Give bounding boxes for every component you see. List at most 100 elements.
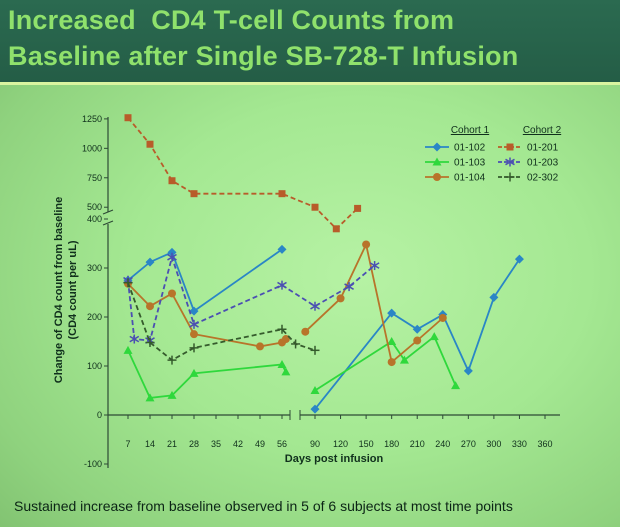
data-point-01-102	[145, 257, 155, 267]
chart-legend: Cohort 1 Cohort 2 01-102 01-103 01-104 01-201…	[425, 125, 562, 184]
y-axis-break-mark	[102, 220, 114, 226]
data-point-01-103	[387, 337, 397, 345]
x-tick-label: 28	[189, 439, 199, 449]
legend-marker-01-103	[432, 157, 442, 166]
data-point-02-302	[310, 345, 320, 355]
data-point-01-104	[362, 240, 371, 249]
legend-label-02-302: 02-302	[527, 173, 559, 184]
legend-entry-01-102: 01-102	[425, 142, 486, 154]
legend-cohort2-heading: Cohort 2	[523, 125, 562, 136]
footnote: Sustained increase from baseline observe…	[14, 498, 513, 514]
data-point-01-103	[281, 367, 291, 376]
data-point-01-201	[124, 114, 132, 122]
legend-entry-01-201: 01-201	[498, 143, 559, 154]
chart-axes: -100 0 100 200 300 400 500 750 1000 1250 7 14 21 28 35…	[53, 114, 560, 469]
data-point-01-201	[311, 203, 319, 211]
data-point-01-104	[336, 294, 345, 303]
y-axis-title-line1: Change of CD4 count from baseline	[53, 197, 65, 383]
series-line-01-203	[127, 254, 376, 342]
chart-series	[123, 114, 524, 414]
y-axis-break-mark	[102, 209, 114, 215]
data-point-01-103	[277, 360, 287, 369]
data-point-01-104	[168, 289, 176, 298]
data-point-02-302	[123, 278, 133, 288]
slide-title: Increased CD4 T-cell Counts from Baselin…	[8, 2, 613, 74]
y-tick-label: 750	[87, 173, 102, 183]
legend-entry-01-203: 01-203	[498, 157, 559, 169]
legend-label-01-201: 01-201	[527, 143, 559, 154]
data-point-01-203	[344, 282, 354, 292]
data-point-01-103	[429, 332, 439, 341]
x-tick-label: 35	[211, 439, 221, 449]
data-point-01-102	[310, 404, 320, 414]
data-point-02-302	[145, 337, 155, 347]
data-point-02-302	[189, 343, 199, 353]
x-tick-label: 21	[167, 439, 177, 449]
y-tick-label: -100	[84, 459, 102, 469]
data-point-01-102	[463, 366, 473, 376]
x-tick-label: 120	[333, 439, 348, 449]
x-tick-label: 56	[277, 439, 287, 449]
x-tick-label: 7	[125, 439, 130, 449]
series-line-01-104	[304, 241, 444, 364]
y-tick-label: 0	[97, 410, 102, 420]
x-tick-label: 49	[255, 439, 265, 449]
data-point-01-103	[123, 345, 133, 354]
legend-marker-01-104	[433, 173, 441, 181]
data-point-01-102	[167, 247, 177, 257]
data-point-01-203	[310, 301, 320, 311]
legend-label-01-102: 01-102	[454, 143, 486, 154]
x-axis-title: Days post infusion	[285, 453, 384, 465]
data-point-01-103	[189, 368, 199, 377]
x-tick-label: 240	[435, 439, 450, 449]
data-point-01-104	[301, 327, 310, 336]
title-divider	[0, 82, 620, 85]
legend-entry-01-104: 01-104	[425, 173, 486, 184]
data-point-01-203	[369, 261, 380, 271]
series-01-203	[123, 252, 380, 346]
data-point-01-103	[167, 390, 177, 399]
legend-label-01-103: 01-103	[454, 158, 486, 169]
series-01-103	[123, 332, 461, 402]
data-point-01-203	[129, 334, 140, 344]
series-01-201	[124, 114, 362, 233]
x-tick-label: 270	[461, 439, 476, 449]
data-point-01-201	[354, 204, 362, 212]
series-line-01-201	[127, 117, 359, 231]
x-tick-label: 180	[384, 439, 399, 449]
data-point-01-102	[387, 308, 397, 318]
data-point-02-302	[167, 355, 177, 365]
x-tick-label: 150	[359, 439, 374, 449]
data-point-01-203	[189, 319, 199, 329]
data-point-01-103	[399, 355, 409, 364]
data-point-01-104	[146, 302, 154, 311]
y-tick-label: 1000	[82, 143, 102, 153]
data-point-01-203	[277, 280, 287, 290]
x-tick-label: 42	[233, 439, 243, 449]
x-tick-label: 300	[486, 439, 501, 449]
data-point-01-104	[387, 358, 396, 367]
data-point-01-102	[277, 244, 287, 254]
data-point-01-102	[412, 324, 422, 334]
data-point-01-104	[413, 336, 422, 345]
x-tick-label: 360	[537, 439, 552, 449]
data-point-01-104	[256, 342, 264, 351]
legend-marker-02-302	[505, 172, 515, 182]
data-point-01-102	[514, 254, 524, 264]
x-tick-label: 14	[145, 439, 155, 449]
data-point-01-104	[281, 335, 290, 344]
data-point-01-201	[278, 190, 286, 198]
y-tick-label: 300	[87, 263, 102, 273]
data-point-01-203	[167, 252, 177, 262]
legend-marker-01-203	[505, 157, 515, 167]
data-point-01-103	[451, 381, 461, 390]
y-tick-label: 500	[87, 202, 102, 212]
data-point-02-302	[291, 339, 301, 349]
legend-entry-01-103: 01-103	[425, 157, 486, 169]
title-line-2: Baseline after Single SB-728-T Infusion	[8, 41, 519, 71]
legend-label-01-104: 01-104	[454, 173, 486, 184]
legend-cohort1-heading: Cohort 1	[451, 125, 490, 136]
data-point-01-103	[310, 386, 320, 394]
data-point-01-201	[332, 225, 340, 233]
series-line-01-102	[127, 248, 283, 313]
